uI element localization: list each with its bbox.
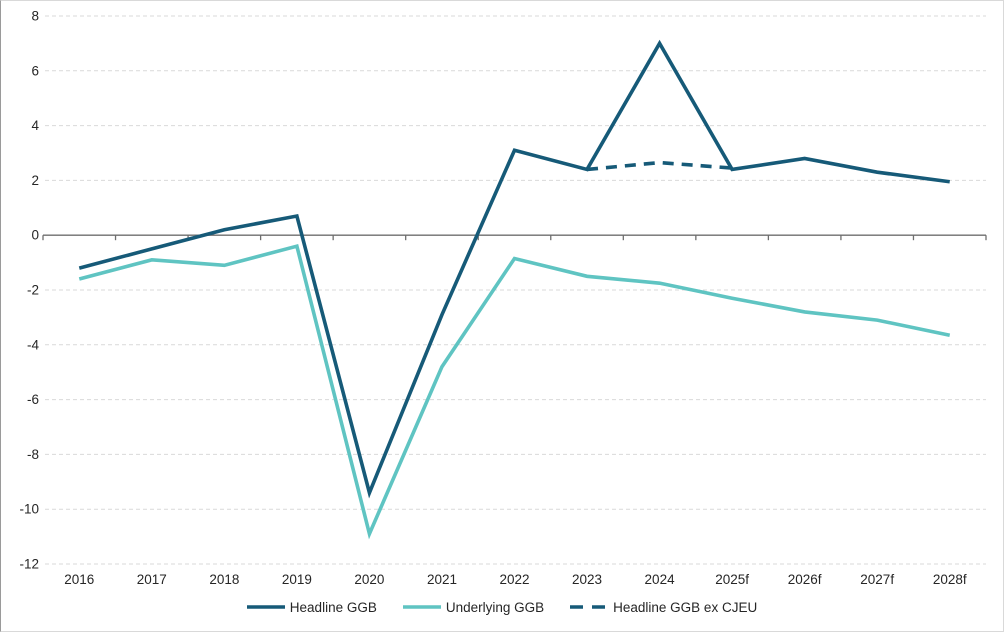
y-tick-label: -8 [27, 447, 39, 462]
legend-label-headline-ggb: Headline GGB [289, 599, 377, 615]
y-tick-label: -4 [27, 337, 39, 352]
legend-item-underlying-ggb: Underlying GGB [402, 599, 545, 615]
y-tick-label: -6 [27, 392, 39, 407]
x-tick-label: 2020 [354, 572, 384, 587]
x-tick-label: 2025f [715, 572, 749, 587]
y-tick-label: -12 [19, 557, 39, 572]
legend: Headline GGB Underlying GGB Headline GGB… [1, 595, 1003, 619]
x-tick-label: 2026f [788, 572, 822, 587]
y-tick-label: -10 [19, 502, 39, 517]
x-tick-label: 2028f [933, 572, 967, 587]
y-tick-label: 2 [31, 173, 39, 188]
series-line-2 [586, 160, 733, 172]
x-tick-label: 2017 [137, 572, 167, 587]
x-tick-label: 2022 [499, 572, 529, 587]
y-tick-label: 6 [31, 63, 39, 78]
y-tick-label: 4 [31, 118, 39, 133]
x-tick-label: 2016 [64, 572, 94, 587]
y-tick-label: 0 [31, 228, 39, 243]
legend-item-headline-ggb-ex-cjeu: Headline GGB ex CJEU [570, 600, 757, 615]
series-line-0 [78, 39, 950, 499]
gridlines [45, 15, 986, 565]
underlying-ggb-line-swatch-icon [402, 605, 441, 609]
x-tick-label: 2021 [427, 572, 457, 587]
y-tick-label: -2 [27, 283, 39, 298]
series-line-1 [78, 243, 951, 540]
x-tick-label: 2018 [209, 572, 239, 587]
x-tick-label: 2027f [860, 572, 894, 587]
legend-item-headline-ggb: Headline GGB [246, 599, 377, 615]
x-tick-label: 2023 [572, 572, 602, 587]
legend-label-underlying-ggb: Underlying GGB [445, 599, 545, 615]
headline-ggb-ex-cjeu-dashed-swatch-icon [570, 605, 609, 609]
x-tick-label: 2019 [282, 572, 312, 587]
x-tick-label: 2024 [645, 572, 676, 587]
x-axis-labels: 2016 2017 2018 2019 2020 2021 2022 2023 2024 2025… [64, 572, 967, 587]
headline-ggb-line-swatch-icon [246, 605, 285, 609]
y-axis-labels: 8 6 4 2 0 -2 -4 -6 -8 -10 -12 [19, 9, 39, 572]
legend-label-headline-ggb-ex-cjeu: Headline GGB ex CJEU [613, 599, 758, 615]
y-tick-label: 8 [31, 9, 39, 24]
